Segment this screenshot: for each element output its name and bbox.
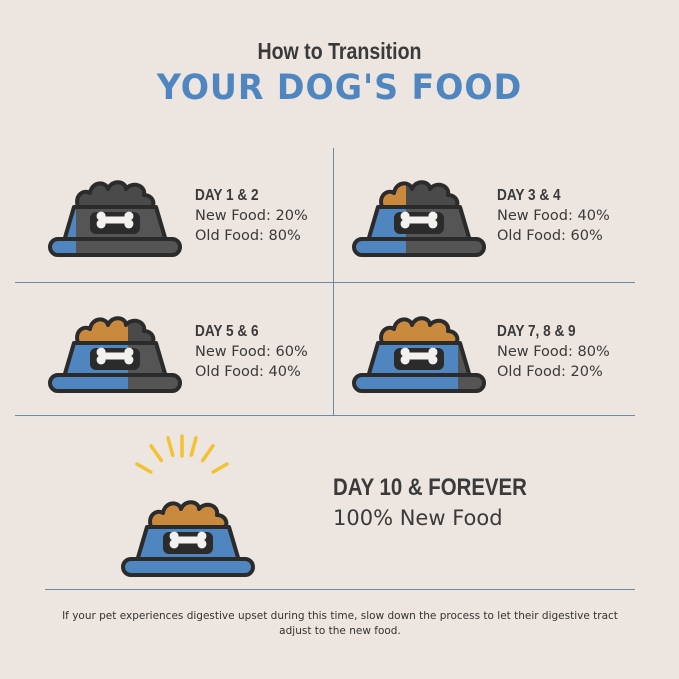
bone-icon [90,347,140,370]
step-old-food: Old Food: 20% [497,364,603,380]
food-bowl-final-icon [121,434,255,577]
bone-icon [90,211,140,234]
bone-icon [394,211,444,234]
step-day: DAY 7, 8 & 9 [497,323,576,340]
food-bowl-icon [48,316,182,393]
step-old-food: Old Food: 80% [195,228,301,244]
final-description: 100% New Food [333,506,503,530]
final-day: DAY 10 & FOREVER [333,474,527,501]
title-large: YOUR DOG'S FOOD [156,68,523,108]
food-bowl-icon [352,316,486,393]
food-bowl-icon [48,180,182,257]
ray [135,462,153,474]
step-2-text: DAY 3 & 4 New Food: 40% Old Food: 60% [497,186,610,246]
step-3-text: DAY 5 & 6 New Food: 60% Old Food: 40% [195,322,308,382]
divider-horizontal-3 [45,589,635,590]
final-step-text: DAY 10 & FOREVER 100% New Food [333,474,561,530]
footnote: If your pet experiences digestive upset … [62,610,618,637]
ray [149,444,164,463]
kibble [77,182,154,207]
step-day: DAY 3 & 4 [497,187,561,204]
step-new-food: New Food: 20% [195,208,308,224]
step-1-text: DAY 1 & 2 New Food: 20% Old Food: 80% [195,186,308,246]
bone-icon [163,531,213,554]
ray [211,462,229,474]
ray [166,436,175,457]
step-4-text: DAY 7, 8 & 9 New Food: 80% Old Food: 20% [497,322,610,382]
step-old-food: Old Food: 40% [195,364,301,380]
step-day: DAY 1 & 2 [195,187,259,204]
bowl-base [50,239,180,255]
step-new-food: New Food: 60% [195,344,308,360]
bone-icon [394,347,444,370]
divider-vertical [333,148,334,415]
step-new-food: New Food: 80% [497,344,610,360]
divider-horizontal-2 [15,415,635,416]
ray [189,436,198,457]
step-new-food: New Food: 40% [497,208,610,224]
ray [200,444,215,463]
title-small: How to Transition [257,38,422,64]
step-old-food: Old Food: 60% [497,228,603,244]
divider-horizontal-1 [15,282,635,283]
step-day: DAY 5 & 6 [195,323,259,340]
food-bowl-icon [352,180,486,257]
